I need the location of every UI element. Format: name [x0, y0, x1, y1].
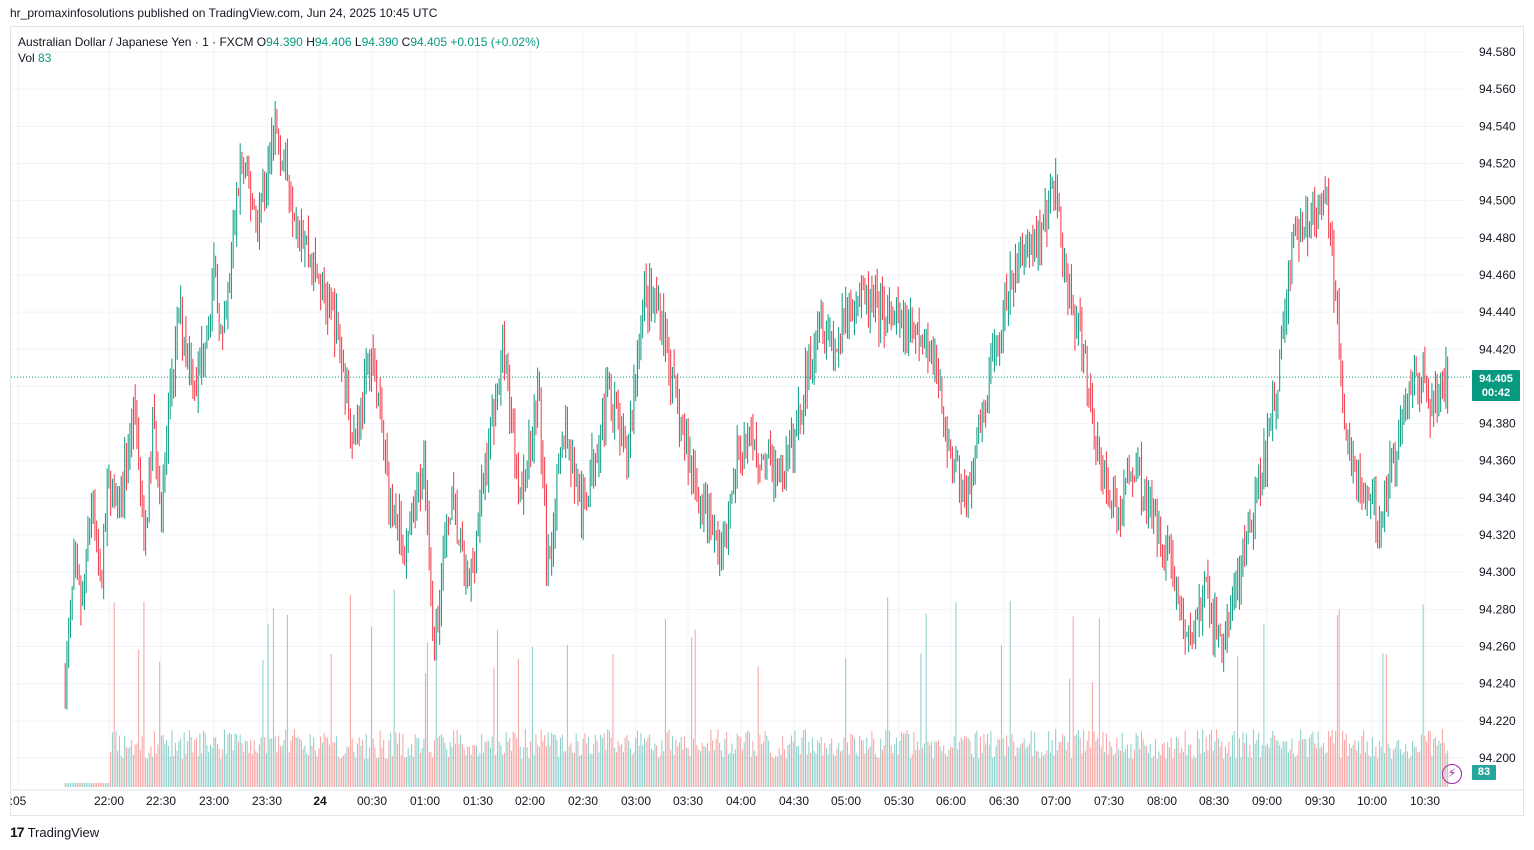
x-tick-label: :05 — [10, 794, 27, 808]
brand-name: TradingView — [27, 824, 100, 840]
legend-close-label: C — [401, 35, 411, 49]
y-tick-label: 94.440 — [1479, 305, 1516, 319]
chart-frame — [10, 26, 1524, 816]
x-tick-label: 00:30 — [357, 794, 387, 808]
legend-close-value: 94.405 — [410, 35, 448, 49]
legend-high-label: H — [306, 35, 315, 49]
x-tick-label: 24 — [313, 794, 327, 808]
x-tick-label: 10:00 — [1357, 794, 1387, 808]
y-tick-label: 94.200 — [1479, 751, 1516, 765]
y-tick-label: 94.340 — [1479, 491, 1516, 505]
x-tick-label: 04:00 — [726, 794, 756, 808]
x-tick-label: 09:30 — [1305, 794, 1335, 808]
y-tick-label: 94.500 — [1479, 194, 1516, 208]
last-price-tag: 94.405 00:42 — [1472, 370, 1520, 401]
y-tick-label: 94.380 — [1479, 417, 1516, 431]
x-tick-label: 03:30 — [673, 794, 703, 808]
volume-legend: Vol 83 — [18, 51, 51, 65]
x-tick-label: 01:30 — [463, 794, 493, 808]
y-tick-label: 94.320 — [1479, 528, 1516, 542]
y-tick-label: 94.560 — [1479, 82, 1516, 96]
legend-open-value: 94.390 — [266, 35, 303, 49]
y-tick-label: 94.580 — [1479, 45, 1516, 59]
chart-legend: Australian Dollar / Japanese Yen · 1 · F… — [18, 34, 540, 51]
tradingview-logo-icon: 17 — [10, 824, 25, 840]
volume-value: 83 — [38, 51, 52, 65]
x-tick-label: 08:00 — [1147, 794, 1177, 808]
y-tick-label: 94.520 — [1479, 156, 1516, 170]
y-tick-label: 94.480 — [1479, 231, 1516, 245]
x-tick-label: 23:00 — [199, 794, 229, 808]
publisher-line: hr_promaxinfosolutions published on Trad… — [10, 6, 438, 20]
x-tick-label: 23:30 — [252, 794, 282, 808]
tradingview-brand[interactable]: 17 TradingView — [10, 824, 99, 840]
y-tick-label: 94.360 — [1479, 454, 1516, 468]
y-tick-label: 94.540 — [1479, 119, 1516, 133]
y-tick-label: 94.220 — [1479, 714, 1516, 728]
legend-low-value: 94.390 — [361, 35, 399, 49]
x-tick-label: 01:00 — [410, 794, 440, 808]
volume-label: Vol — [18, 51, 35, 65]
x-tick-label: 02:00 — [515, 794, 545, 808]
x-tick-label: 05:30 — [884, 794, 914, 808]
x-tick-label: 07:30 — [1094, 794, 1124, 808]
last-price-value: 94.405 — [1479, 373, 1513, 385]
x-tick-label: 04:30 — [779, 794, 809, 808]
y-tick-label: 94.260 — [1479, 640, 1516, 654]
y-tick-label: 94.420 — [1479, 342, 1516, 356]
legend-low-label: L — [354, 35, 362, 49]
x-tick-label: 08:30 — [1199, 794, 1229, 808]
legend-change: +0.015 (+0.02%) — [450, 35, 540, 49]
y-tick-label: 94.280 — [1479, 602, 1516, 616]
x-tick-label: 22:30 — [146, 794, 176, 808]
x-tick-label: 02:30 — [568, 794, 598, 808]
x-tick-label: 06:00 — [936, 794, 966, 808]
legend-open-label: O — [256, 35, 267, 49]
lightning-icon[interactable]: ⚡ — [1442, 764, 1462, 784]
x-tick-label: 09:00 — [1252, 794, 1282, 808]
volume-price-tag: 83 — [1472, 765, 1496, 780]
y-tick-label: 94.300 — [1479, 565, 1516, 579]
y-tick-label: 94.240 — [1479, 677, 1516, 691]
x-tick-label: 05:00 — [831, 794, 861, 808]
y-tick-label: 94.460 — [1479, 268, 1516, 282]
x-tick-label: 03:00 — [621, 794, 651, 808]
x-tick-label: 10:30 — [1410, 794, 1440, 808]
x-tick-label: 22:00 — [94, 794, 124, 808]
legend-symbol[interactable]: Australian Dollar / Japanese Yen · 1 · F… — [18, 35, 254, 49]
legend-high-value: 94.406 — [314, 35, 352, 49]
x-tick-label: 07:00 — [1041, 794, 1071, 808]
x-tick-label: 06:30 — [989, 794, 1019, 808]
bar-countdown: 00:42 — [1481, 387, 1511, 399]
